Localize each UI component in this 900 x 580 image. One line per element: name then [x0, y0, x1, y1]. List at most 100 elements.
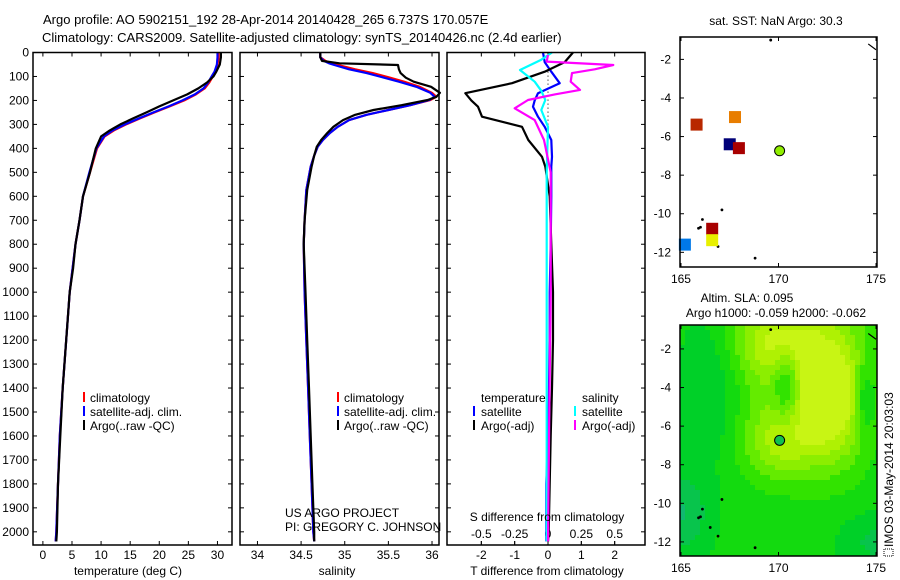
sla-cell	[805, 435, 811, 441]
coastline	[867, 43, 877, 51]
sla-cell	[775, 525, 781, 531]
sla-cell	[825, 350, 831, 356]
sla-cell	[800, 540, 806, 546]
sla-cell	[865, 325, 871, 331]
sla-cell	[760, 485, 766, 491]
sla-cell	[750, 415, 756, 421]
sla-cell	[815, 535, 821, 541]
sla-cell	[725, 340, 731, 346]
sla-cell	[710, 505, 716, 511]
sla-cell	[815, 445, 821, 451]
sla-cell	[765, 350, 771, 356]
sla-cell	[875, 330, 878, 336]
sla-cell	[720, 365, 726, 371]
x2-tick-label: -0.25	[501, 527, 529, 541]
sla-cell	[790, 350, 796, 356]
sla-cell	[840, 540, 846, 546]
sla-cell	[755, 375, 761, 381]
sla-cell	[720, 375, 726, 381]
sla-cell	[810, 385, 816, 391]
sla-cell	[855, 525, 861, 531]
sla-cell	[805, 530, 811, 536]
sla-cell	[800, 535, 806, 541]
sla-cell	[870, 425, 876, 431]
sla-cell	[755, 335, 761, 341]
sla-cell	[695, 490, 701, 496]
sla-cell	[790, 380, 796, 386]
sla-cell	[745, 480, 751, 486]
sla-cell	[830, 360, 836, 366]
x-tick-label: 0	[545, 548, 552, 562]
sla-cell	[805, 395, 811, 401]
sla-cell	[870, 465, 876, 471]
sla-cell	[680, 365, 686, 371]
sla-cell	[760, 385, 766, 391]
sla-cell	[740, 540, 746, 546]
sla-cell	[695, 390, 701, 396]
sla-cell	[705, 440, 711, 446]
sla-cell	[725, 525, 731, 531]
sla-cell	[725, 490, 731, 496]
sla-cell	[730, 520, 736, 526]
sla-cell	[850, 480, 856, 486]
sla-cell	[800, 445, 806, 451]
sla-cell	[855, 500, 861, 506]
sla-cell	[680, 520, 686, 526]
sla-cell	[745, 475, 751, 481]
sla-cell	[865, 535, 871, 541]
sla-cell	[830, 390, 836, 396]
sla-cell	[865, 350, 871, 356]
sla-cell	[710, 520, 716, 526]
sla-cell	[795, 465, 801, 471]
sla-cell	[730, 345, 736, 351]
sla-cell	[840, 530, 846, 536]
sla-cell	[705, 515, 711, 521]
difference-panel: -2 -1 0 1 2-0.5 -0.25 0 0.25 0.5	[446, 51, 646, 562]
sla-cell	[735, 440, 741, 446]
sla-cell	[840, 470, 846, 476]
sla-cell	[815, 415, 821, 421]
sla-cell	[820, 395, 826, 401]
sla-cell	[740, 420, 746, 426]
sla-cell	[850, 405, 856, 411]
sla-cell	[800, 480, 806, 486]
sla-cell	[805, 405, 811, 411]
sla-cell	[865, 550, 871, 556]
sla-cell	[780, 545, 786, 551]
sla-cell	[770, 350, 776, 356]
sla-cell	[805, 345, 811, 351]
sla-cell	[730, 370, 736, 376]
sla-cell	[745, 450, 751, 456]
sla-cell	[740, 475, 746, 481]
sla-cell	[790, 430, 796, 436]
sla-cell	[805, 475, 811, 481]
figure-title-line2: Climatology: CARS2009. Satellite-adjuste…	[42, 30, 562, 45]
sla-cell	[700, 535, 706, 541]
sla-cell	[690, 395, 696, 401]
sla-cell	[755, 360, 761, 366]
sla-cell	[730, 530, 736, 536]
sla-cell	[835, 410, 841, 416]
sla-cell	[705, 335, 711, 341]
sla-cell	[830, 460, 836, 466]
sla-cell	[870, 385, 876, 391]
sla-cell	[795, 540, 801, 546]
sla-cell	[875, 405, 878, 411]
plot-frame	[239, 51, 440, 546]
sla-cell	[770, 500, 776, 506]
sla-cell	[780, 340, 786, 346]
sla-cell	[700, 480, 706, 486]
sla-cell	[845, 490, 851, 496]
sla-cell	[815, 545, 821, 551]
sla-cell	[825, 370, 831, 376]
sla-cell	[745, 515, 751, 521]
sla-cell	[845, 530, 851, 536]
sla-cell	[715, 460, 721, 466]
sla-cell	[750, 380, 756, 386]
sla-cell	[800, 550, 806, 556]
sla-cell	[825, 460, 831, 466]
sla-cell	[750, 520, 756, 526]
sla-cell	[855, 550, 861, 556]
sla-cell	[835, 435, 841, 441]
sla-cell	[825, 365, 831, 371]
